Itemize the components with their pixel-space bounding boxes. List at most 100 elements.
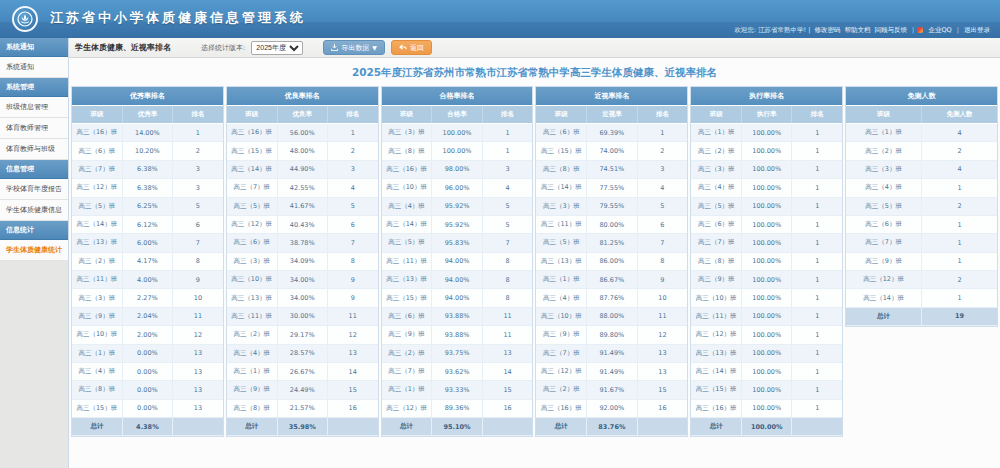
table-cell: 1: [792, 215, 842, 233]
table-row: 高三（13）班100.00%1: [691, 344, 842, 362]
table-cell: 15: [482, 381, 532, 399]
table-cell: 高三（7）班: [846, 234, 921, 252]
table-row: 高三（11）班4.00%9: [72, 271, 223, 289]
chevron-down-icon: ▼: [372, 44, 377, 51]
table-cell: 2: [173, 142, 223, 160]
sidebar-group-header[interactable]: 系统管理: [0, 78, 68, 97]
column-header: 班级: [382, 106, 432, 124]
table-cell: 高三（3）班: [536, 197, 586, 215]
table-cell: 86.00%: [587, 252, 637, 270]
table-cell: 高三（4）班: [227, 344, 277, 362]
table-cell: 100.00%: [742, 399, 792, 417]
top-link[interactable]: 修改密码: [814, 26, 840, 34]
qq-link[interactable]: 企业QQ: [928, 26, 951, 34]
table-cell: 13: [173, 399, 223, 417]
table-cell: 100.00%: [742, 197, 792, 215]
table-row: 高三（13）班94.00%8: [382, 271, 533, 289]
table-row: 高三（13）班6.00%7: [72, 234, 223, 252]
table-cell: 100.00%: [742, 252, 792, 270]
table-cell: 高三（3）班: [382, 124, 432, 142]
table-cell: 3: [637, 160, 687, 178]
table-row: 高三（16）班14.00%1: [72, 124, 223, 142]
logout-link[interactable]: 退出登录: [964, 26, 990, 34]
sidebar-item[interactable]: 班级信息管理: [0, 97, 68, 118]
table-cell: 1: [482, 124, 532, 142]
back-button[interactable]: 返回: [391, 40, 432, 55]
sidebar-item[interactable]: 体育教师管理: [0, 118, 68, 139]
table-cell: 56.00%: [277, 124, 327, 142]
table-cell: 100.00%: [742, 234, 792, 252]
total-row: 总计35.98%: [227, 418, 378, 436]
total-cell: [327, 418, 377, 436]
column-header: 排名: [792, 106, 842, 124]
table-row: 高三（12）班2: [846, 271, 997, 289]
table-cell: 13: [637, 344, 687, 362]
sidebar-group-header[interactable]: 信息统计: [0, 221, 68, 240]
table-cell: 2.04%: [122, 307, 172, 325]
table-cell: 1: [637, 124, 687, 142]
export-data-button[interactable]: 导出数据 ▼: [323, 40, 385, 55]
sidebar-item[interactable]: 学生体质健康统计: [0, 240, 68, 261]
table-cell: 11: [482, 307, 532, 325]
table-cell: 3: [327, 160, 377, 178]
table-cell: 高三（1）班: [72, 344, 122, 362]
table-cell: 高三（12）班: [72, 179, 122, 197]
table-cell: 高三（7）班: [72, 160, 122, 178]
table-cell: 高三（5）班: [846, 197, 921, 215]
table-cell: 高三（12）班: [227, 215, 277, 233]
top-link[interactable]: 回顾与反馈: [874, 26, 907, 34]
table-cell: 30.00%: [277, 307, 327, 325]
rank-table: 执行率排名班级执行率排名高三（1）班100.00%1高三（2）班100.00%1…: [690, 86, 843, 437]
sidebar-item[interactable]: 学生体质健康信息: [0, 200, 68, 221]
version-select[interactable]: 2025年度: [251, 41, 303, 55]
sidebar-group-header[interactable]: 系统通知: [0, 38, 68, 57]
total-cell: 95.10%: [432, 418, 482, 436]
table-cell: 1: [792, 399, 842, 417]
table-cell: 0.00%: [122, 344, 172, 362]
sidebar-group-header[interactable]: 信息管理: [0, 160, 68, 179]
top-link[interactable]: 帮助文档: [844, 26, 870, 34]
sidebar-item[interactable]: 体育教师与班级: [0, 139, 68, 160]
table-cell: 87.76%: [587, 289, 637, 307]
table-cell: 93.33%: [432, 381, 482, 399]
table-row: 高三（10）班88.00%11: [536, 307, 687, 325]
table-title: 优秀率排名: [72, 87, 223, 106]
table-cell: 高三（5）班: [382, 234, 432, 252]
table-cell: 100.00%: [742, 271, 792, 289]
table-cell: 高三（6）班: [846, 215, 921, 233]
table-row: 高三（1）班100.00%1: [691, 124, 842, 142]
table-cell: 92.00%: [587, 399, 637, 417]
table-row: 高三（10）班100.00%1: [691, 289, 842, 307]
download-icon: [331, 44, 338, 51]
column-header: 免测人数: [922, 106, 997, 124]
table-cell: 34.00%: [277, 271, 327, 289]
table-cell: 4: [922, 160, 997, 178]
table-row: 高三（5）班41.67%5: [227, 197, 378, 215]
table-cell: 28.57%: [277, 344, 327, 362]
table-row: 高三（4）班1: [846, 179, 997, 197]
back-arrow-icon: [399, 44, 407, 51]
table-cell: 5: [637, 197, 687, 215]
table-cell: 5: [327, 197, 377, 215]
table-row: 高三（3）班34.09%8: [227, 252, 378, 270]
system-title: 江苏省中小学体质健康信息管理系统: [50, 9, 306, 27]
sidebar-item[interactable]: 学校体育年度报告: [0, 179, 68, 200]
table-cell: 9: [173, 271, 223, 289]
sidebar-item[interactable]: 系统通知: [0, 57, 68, 78]
table-cell: 24.49%: [277, 381, 327, 399]
table-cell: 高三（10）班: [691, 289, 741, 307]
table-cell: 93.88%: [432, 307, 482, 325]
table-cell: 高三（7）班: [691, 234, 741, 252]
table-cell: 高三（1）班: [382, 381, 432, 399]
table-cell: 2.00%: [122, 326, 172, 344]
table-row: 高三（3）班100.00%1: [691, 160, 842, 178]
table-cell: 高三（9）班: [536, 326, 586, 344]
table-cell: 6: [327, 215, 377, 233]
column-header: 合格率: [432, 106, 482, 124]
table-cell: 高三（7）班: [536, 344, 586, 362]
table-row: 高三（8）班21.57%16: [227, 399, 378, 417]
table-cell: 高三（8）班: [536, 160, 586, 178]
table-cell: 高三（15）班: [382, 289, 432, 307]
total-cell: 100.00%: [742, 418, 792, 436]
table-cell: 6.38%: [122, 179, 172, 197]
